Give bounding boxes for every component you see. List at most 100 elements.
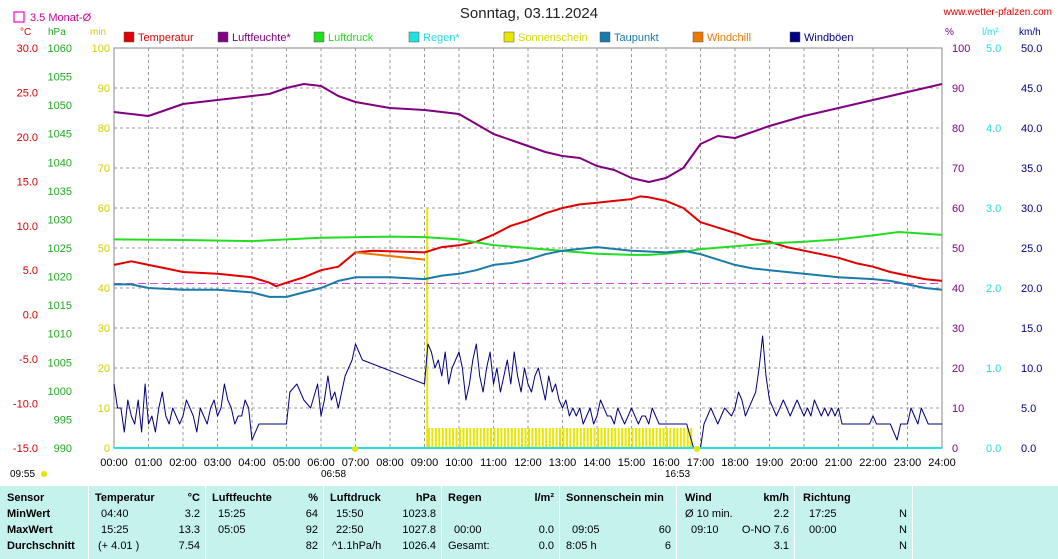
x-tick-label: 11:00 [480,457,507,469]
wind-max-time: 09:10 [691,524,719,536]
temp-tick-label: -15.0 [13,443,38,455]
sunshine-bar [555,428,558,448]
legend-swatch-icon [789,31,801,43]
legend-label: Temperatur [138,32,194,44]
sunshine-bar [496,428,499,448]
x-tick-label: 01:00 [135,457,163,469]
col-header-rain: Regen [448,492,482,504]
pressure-tick-label: 1045 [48,129,72,141]
sunshine-tick-label: 60 [98,203,110,215]
temp-tick-label: 30.0 [17,43,38,55]
humidity-tick-label: 0 [952,443,958,455]
x-tick-label: 14:00 [583,457,611,469]
legend-swatch-icon [692,31,704,43]
sunshine-bar [634,428,637,448]
sunshine-tick-label: 20 [98,363,110,375]
sun-icon [41,471,47,477]
sunshine-bar [662,428,665,448]
temp-tick-label: -10.0 [13,399,38,411]
sunshine-bar [621,428,624,448]
table-col-rain: Regen l/m² 00:00 0.0 Gesamt: 0.0 [441,486,560,559]
x-tick-label: 15:00 [618,457,646,469]
legend-swatch-icon [123,31,135,43]
sunshine-bar [593,428,596,448]
sunshine-bar [493,428,496,448]
col-unit-pressure: hPa [415,492,436,504]
sun-max-value: 60 [658,524,671,536]
x-tick-label: 21:00 [825,457,853,469]
sunshine-bar [483,428,486,448]
sunshine-bar [645,428,648,448]
table-col-temperature: Temperatur °C 04:40 3.2 15:25 13.3 (+ 4.… [88,486,206,559]
rain-tick-label: 5.0 [986,43,1001,55]
col-unit-temperature: °C [187,492,200,504]
dir-min-time: 17:25 [809,508,837,520]
sunshine-bar [610,428,613,448]
sunshine-tick-label: 100 [92,43,110,55]
rain-tick-label: 1.0 [986,363,1001,375]
sunshine-bar [655,428,658,448]
rain-total-value: 0.0 [538,540,554,552]
x-tick-label: 10:00 [445,457,473,469]
col-header-sunshine: Sonnenschein min [566,492,664,504]
wind-unit-label: km/h [1019,27,1041,38]
press-avg-value: 1026.4 [402,540,436,552]
press-trend: ^1.1hPa/h [332,540,382,552]
sunshine-bar [459,428,461,448]
sunshine-bar [472,428,475,448]
rain-tick-label: 0.0 [986,443,1001,455]
temp-unit-label: °C [20,27,31,38]
sunshine-bar [597,428,599,448]
sun-total-hours: 8:05 h [566,540,597,552]
wind-tick-label: 45.0 [1021,83,1042,95]
sunshine-bars [426,208,693,448]
humidity-tick-label: 80 [952,123,964,135]
sunshine-bar [541,428,544,448]
dir-max-time: 00:00 [809,524,837,536]
temp-tick-label: 25.0 [17,87,38,99]
x-tick-label: 12:00 [514,457,542,469]
wind-tick-label: 35.0 [1021,163,1042,175]
wind-tick-label: 40.0 [1021,123,1042,135]
row-label-sensor: Sensor [7,492,45,504]
sunshine-bar [469,428,472,448]
sunshine-bar [426,208,429,448]
pressure-tick-label: 990 [54,443,72,455]
pressure-tick-label: 1040 [48,157,72,169]
sunshine-bar [603,428,606,448]
sunshine-bar [503,428,506,448]
sunshine-bar [679,428,682,448]
sunshine-bar [579,428,582,448]
temp-min-time: 04:40 [101,508,129,520]
hum-min-value: 64 [305,508,318,520]
sunshine-bar [638,428,641,448]
sunshine-bar [631,428,634,448]
legend-label: Regen* [423,32,460,44]
sunshine-bar [617,428,620,448]
legend-swatch-icon [313,31,325,43]
x-tick-label: 04:00 [238,457,266,469]
table-col-labels: Sensor MinWert MaxWert Durchschnitt [0,486,88,559]
sunshine-bar [552,428,555,448]
humidity-tick-label: 60 [952,203,964,215]
sunshine-bar [586,428,589,448]
hum-avg-value: 82 [305,540,318,552]
x-tick-label: 20:00 [790,457,818,469]
temp-min-value: 3.2 [184,508,200,520]
humidity-tick-label: 90 [952,83,964,95]
rain-tick-label: 4.0 [986,123,1001,135]
hum-max-time: 05:05 [218,524,246,536]
legend-label: Luftfeuchte* [232,32,291,44]
wind-avg10-label: Ø 10 min. [685,508,733,520]
temp-avg-note: (+ 4.01 ) [98,540,140,552]
sunshine-bar [438,428,441,448]
humidity-unit-label: % [945,27,954,38]
sunshine-bar [672,428,675,448]
wind-avg10-value: 2.2 [773,508,789,520]
wind-tick-label: 50.0 [1021,43,1042,55]
legend-label: Windböen [804,32,854,44]
pressure-unit-label: hPa [48,27,66,38]
hum-max-value: 92 [305,524,318,536]
site-link[interactable]: www.wetter-pfalzen.com [943,7,1052,18]
sunshine-bar [683,428,686,448]
